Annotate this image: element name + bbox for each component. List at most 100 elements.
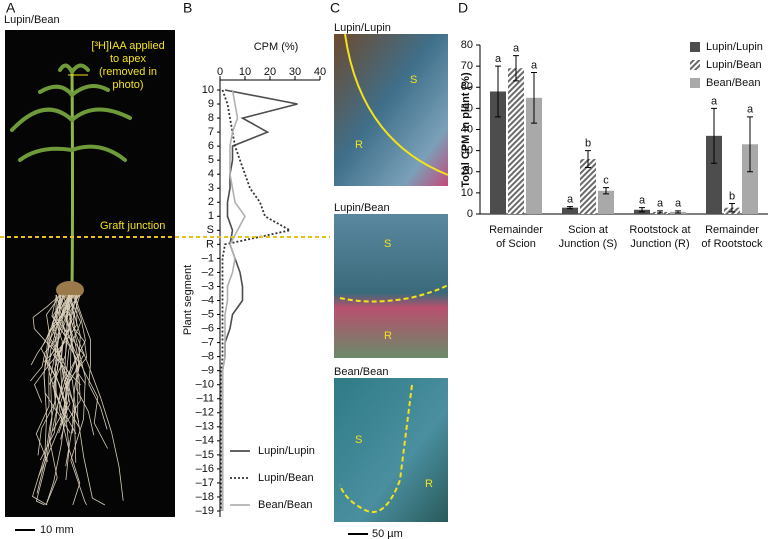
y-tick-label: –4 — [202, 294, 214, 306]
bar — [580, 159, 596, 214]
x-tick-label: of Rootstock — [701, 238, 763, 250]
significance-letter: c — [603, 175, 609, 187]
y-tick-label: 20 — [461, 166, 473, 178]
y-tick-label: S — [207, 224, 214, 236]
photo-title: Bean/Bean — [334, 366, 388, 378]
error-bar — [639, 207, 645, 213]
root — [51, 294, 77, 467]
y-tick-label: –18 — [196, 491, 214, 503]
x-tick-label: Junction (S) — [559, 238, 618, 250]
significance-letter: a — [495, 53, 502, 65]
bar — [490, 91, 506, 214]
leaf — [10, 107, 74, 132]
y-tick-label: 7 — [208, 126, 214, 138]
y-axis-label: Plant segment — [182, 265, 194, 335]
x-tick-label: Junction (R) — [630, 238, 689, 250]
error-bar — [747, 116, 753, 173]
panel-d: D Total CPM in plant (%) 0 10 20 30 40 50 60 70 8… — [458, 0, 768, 250]
x-tick-label: Remainder — [705, 224, 759, 236]
root — [52, 294, 86, 432]
root — [46, 294, 80, 429]
photo-title: Lupin/Lupin — [334, 22, 391, 34]
y-tick-label: –6 — [202, 322, 214, 334]
y-tick-label: –10 — [196, 379, 214, 391]
significance-letter: b — [585, 138, 591, 150]
legend-label: Lupin/Bean — [706, 59, 762, 71]
x-tick-label: 10 — [239, 66, 251, 78]
x-tick-label: of Scion — [496, 238, 536, 250]
error-bar — [585, 150, 591, 169]
legend-swatch — [690, 78, 700, 88]
significance-letter: a — [513, 42, 520, 54]
y-tick-label: 8 — [208, 112, 214, 124]
y-tick-label: 2 — [208, 196, 214, 208]
x-axis-label: CPM (%) — [254, 41, 299, 53]
x-tick-label: Scion at — [568, 224, 608, 236]
photo — [334, 34, 448, 186]
leaf — [70, 107, 132, 122]
error-bar — [675, 210, 681, 214]
root — [58, 294, 81, 506]
stem — [70, 69, 74, 291]
y-tick-label: –3 — [202, 280, 214, 292]
x-tick-label: 30 — [289, 66, 301, 78]
root — [51, 294, 81, 423]
x-tick-label: 40 — [314, 66, 326, 78]
y-tick-label: –7 — [202, 337, 214, 349]
region-label: R — [425, 478, 433, 490]
y-tick-label: 3 — [208, 182, 214, 194]
region-label: S — [410, 74, 417, 86]
scale-label: 50 µm — [372, 528, 403, 539]
y-tick-label: 4 — [208, 168, 214, 180]
y-tick-label: –12 — [196, 407, 214, 419]
y-tick-label: –5 — [202, 308, 214, 320]
photo — [334, 214, 448, 358]
junction-line — [339, 284, 449, 303]
error-bar — [729, 202, 735, 213]
y-tick-label: –15 — [196, 449, 214, 461]
photo-title: Lupin/Bean — [4, 14, 60, 26]
root — [55, 294, 86, 385]
error-bar — [711, 107, 717, 164]
root — [56, 294, 81, 434]
significance-letter: a — [639, 195, 646, 207]
annotation: to apex — [110, 53, 147, 65]
legend-label: Lupin/Bean — [258, 472, 314, 484]
root — [36, 294, 70, 494]
panel-letter: B — [183, 0, 192, 16]
panel-letter: A — [6, 0, 16, 16]
series-line — [220, 89, 293, 511]
region-label: S — [384, 238, 391, 250]
junction-line — [339, 384, 413, 513]
junction-line — [344, 33, 449, 176]
y-tick-label: 10 — [461, 187, 473, 199]
y-tick-label: –2 — [202, 266, 214, 278]
error-bar — [531, 71, 537, 124]
panel-c: C 50 µm Lupin/Lupin S R Lupin/Bean S R Bean/Be… — [330, 0, 449, 539]
bar — [598, 190, 614, 214]
significance-letter: a — [531, 59, 538, 71]
region-label: R — [384, 330, 392, 342]
y-tick-label: 9 — [208, 98, 214, 110]
root — [45, 294, 69, 506]
legend-label: Lupin/Lupin — [706, 41, 763, 53]
y-tick-label: 6 — [208, 140, 214, 152]
leaf — [70, 84, 110, 97]
leaf — [70, 63, 90, 74]
error-bar — [657, 210, 663, 214]
y-tick-label: 40 — [461, 123, 473, 135]
error-bar — [567, 206, 573, 210]
root — [49, 294, 72, 360]
y-tick-label: –13 — [196, 421, 214, 433]
bar — [706, 135, 722, 214]
photo-title: Lupin/Bean — [334, 202, 390, 214]
panel-letter: C — [330, 0, 340, 16]
root — [68, 294, 108, 449]
legend-swatch — [690, 60, 700, 70]
significance-letter: a — [711, 95, 718, 107]
leaf — [70, 144, 127, 162]
significance-letter: b — [729, 190, 735, 202]
y-tick-label: –9 — [202, 365, 214, 377]
